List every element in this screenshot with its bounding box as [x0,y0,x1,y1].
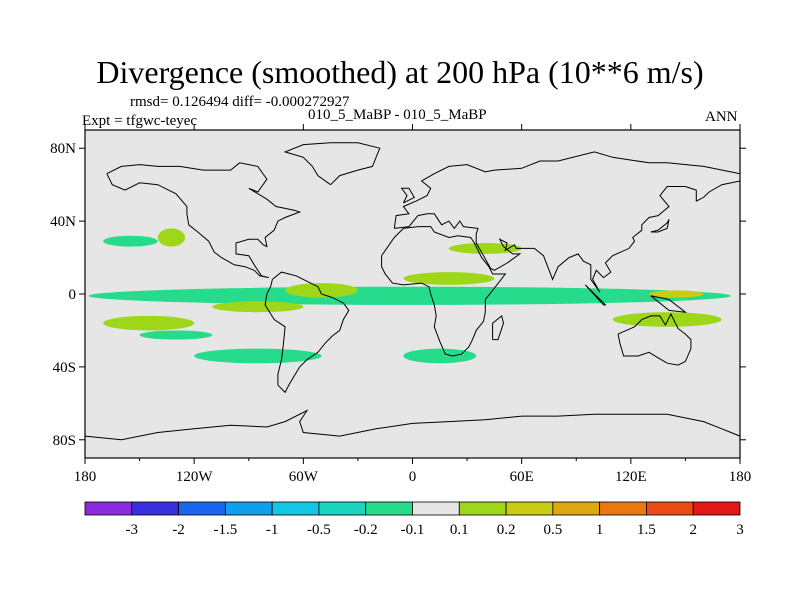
field-region-4 [403,272,495,285]
colorbar-swatch-4 [271,501,320,516]
colorbar-label-2: -1.5 [213,522,237,538]
coastline-6 [85,409,740,441]
stats-line: rmsd= 0.126494 diff= -0.000272927 [130,94,350,110]
colorbar-label-10: 1 [596,522,604,538]
colorbar-label-1: -2 [172,522,185,538]
colorbar-swatch-1 [131,501,179,516]
colorbar-label-6: -0.1 [401,522,425,538]
field-region-2 [103,315,195,331]
coastline-8 [400,187,416,204]
colorbar-swatch-13 [692,501,741,516]
coastline-11 [650,295,688,313]
coastlines [85,142,740,441]
coastline-0 [106,162,302,279]
field-region-10 [212,301,304,313]
x-tick-label-3: 0 [409,469,417,485]
colorbar-label-11: 1.5 [637,522,656,538]
x-tick-label-2: 60W [289,469,319,485]
colorbar-label-12: 2 [689,522,697,538]
chart-title: Divergence (smoothed) at 200 hPa (10**6 … [96,54,704,90]
experiment-label: Expt = tfgwc-teyec [82,113,198,129]
x-tick-label-6: 180 [729,469,752,485]
x-tick-label-1: 120W [176,469,214,485]
colorbar-swatch-7 [412,501,460,516]
field-region-1 [88,286,731,305]
y-axis: 80N 40N 0 40S 80S [50,141,746,449]
field-region-8 [194,348,322,364]
coastline-7 [492,315,505,341]
colorbar-label-0: -3 [126,522,139,538]
y-tick-label-0: 80N [50,141,76,157]
colorbar-label-4: -0.5 [307,522,331,538]
field-region-6 [649,290,704,298]
colorbar-swatch-2 [178,501,226,516]
coastline-4 [393,151,740,293]
colorbar-label-3: -1 [266,522,279,538]
field-region-9 [403,348,477,364]
colorbar-label-9: 0.5 [543,522,562,538]
colorbar-swatch-0 [84,501,133,516]
colorbar-swatch-8 [458,501,507,516]
colorbar-swatch-12 [646,501,694,516]
field-region-7 [139,330,213,340]
x-tick-label-5: 120E [615,469,647,485]
coastline-2 [283,142,381,186]
colorbar-label-13: 3 [736,522,744,538]
field-region-13 [157,228,186,247]
coastline-5 [617,312,692,366]
colorbar-label-8: 0.2 [497,522,516,538]
y-tick-label-3: 40S [53,360,76,376]
colorbar-swatch-10 [552,501,601,516]
case-line: 010_5_MaBP - 010_5_MaBP [308,107,487,123]
field-region-5 [612,312,722,327]
colorbar-swatch-5 [318,501,367,516]
field-region-0 [94,253,737,271]
coastline-9 [650,219,670,233]
x-tick-label-0: 180 [74,469,97,485]
y-tick-label-4: 80S [53,433,76,449]
coastline-1 [264,271,350,394]
colorbar-swatch-9 [505,501,554,516]
colorbar-swatch-11 [599,501,647,516]
field-region-12 [103,235,158,247]
colorbar-label-7: 0.1 [450,522,469,538]
coastline-3 [381,226,507,357]
season-label: ANN [705,109,738,125]
y-tick-label-1: 40N [50,214,76,230]
colorbar-swatch-6 [365,501,413,516]
field-region-3 [285,283,358,298]
colorbar-label-5: -0.2 [354,522,378,538]
y-tick-label-2: 0 [69,287,77,303]
x-axis: 180 120W 60W 0 60E 120E 180 [74,124,752,485]
colorbar-swatch-3 [224,501,273,516]
colorbar: -3 -2 -1.5 -1 -0.5 -0.2 -0.1 0.1 0.2 0.5 1 1.5 2 3 [84,501,744,538]
coastline-10 [584,284,607,306]
x-tick-label-4: 60E [510,469,534,485]
